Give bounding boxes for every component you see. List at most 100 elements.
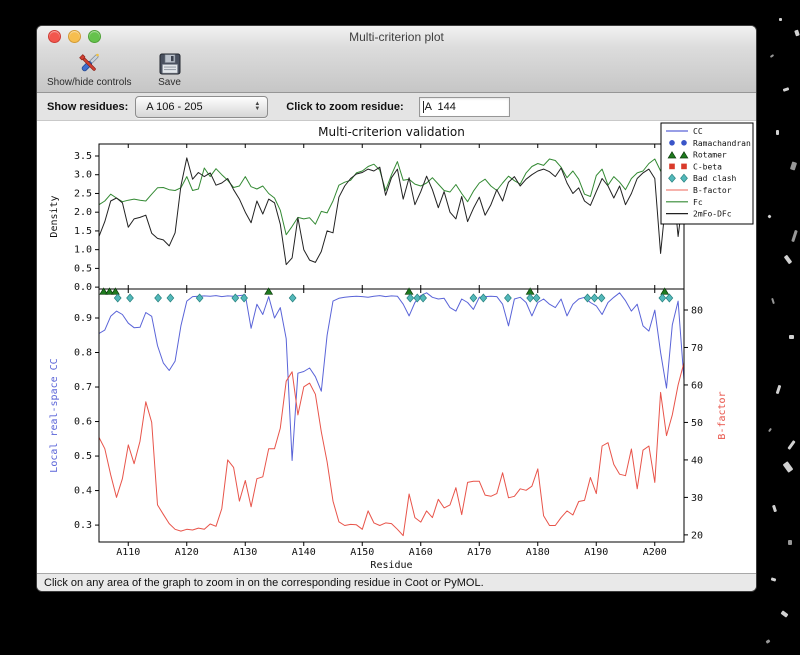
svg-text:A160: A160 (409, 547, 433, 558)
noise-speck (769, 54, 775, 58)
noise-speck (782, 461, 794, 473)
cc-plot-box (98, 288, 685, 543)
svg-text:20: 20 (691, 530, 703, 541)
svg-text:0.5: 0.5 (74, 451, 92, 462)
controls-row: Show residues: A 106 - 205 ▲ ▼ Click to z… (37, 93, 756, 121)
svg-text:Rotamer: Rotamer (693, 151, 727, 160)
show-residues-label: Show residues: (47, 100, 129, 113)
stepper-arrows-icon: ▲ ▼ (254, 100, 261, 112)
svg-text:0.5: 0.5 (74, 263, 92, 274)
save-button[interactable]: Save (158, 50, 182, 88)
svg-text:50: 50 (691, 418, 703, 429)
noise-speck (776, 130, 779, 135)
noise-speck (780, 610, 789, 618)
svg-text:A140: A140 (292, 547, 316, 558)
svg-text:A130: A130 (233, 547, 257, 558)
svg-text:0.6: 0.6 (74, 417, 92, 428)
traffic-lights (48, 30, 101, 43)
validation-plot-figure[interactable]: A110 A120 A130 A140 A150 A160 A170 A180 A190 A200… (37, 121, 756, 573)
axis-ticks (95, 144, 688, 546)
close-button[interactable] (48, 30, 61, 43)
svg-text:0.7: 0.7 (74, 382, 92, 393)
svg-text:A110: A110 (116, 547, 140, 558)
save-icon (158, 50, 182, 77)
svg-text:1.0: 1.0 (74, 245, 92, 256)
noise-speck (789, 161, 798, 171)
density-series (98, 157, 685, 266)
figure-svg: A110 A120 A130 A140 A150 A160 A170 A180 A190 A200… (49, 122, 754, 571)
outlier-markers (99, 287, 674, 303)
svg-text:Fc: Fc (693, 198, 703, 207)
svg-text:0.0: 0.0 (74, 282, 92, 293)
title-bar[interactable]: Multi-criterion plot (37, 26, 756, 48)
svg-text:A200: A200 (643, 547, 667, 558)
svg-text:3.0: 3.0 (74, 170, 92, 181)
legend (660, 122, 754, 225)
noise-speck (789, 335, 794, 339)
svg-text:CC: CC (693, 127, 703, 136)
zoom-residue-label: Click to zoom residue: (286, 100, 404, 113)
svg-text:Bad clash: Bad clash (693, 174, 737, 183)
residue-range-select[interactable]: A 106 - 205 ▲ ▼ (135, 95, 269, 118)
noise-speck (775, 384, 782, 395)
svg-text:2.5: 2.5 (74, 188, 92, 199)
svg-text:0.8: 0.8 (74, 348, 92, 359)
svg-text:1.5: 1.5 (74, 226, 92, 237)
svg-text:Density: Density (49, 195, 60, 237)
noise-speck (765, 639, 771, 644)
tools-icon (76, 50, 103, 77)
noise-speck (787, 440, 796, 450)
toolbar: Show/hide controls Save (37, 48, 756, 93)
svg-text:Ramachandran: Ramachandran (693, 139, 751, 148)
zoom-residue-value: A 144 (424, 100, 456, 113)
status-bar: Click on any area of the graph to zoom i… (37, 573, 756, 591)
density-plot-box (98, 143, 685, 290)
svg-text:80: 80 (691, 305, 703, 316)
save-label: Save (158, 77, 181, 88)
residue-range-value: A 106 - 205 (146, 100, 203, 113)
svg-text:0.4: 0.4 (74, 486, 92, 497)
svg-text:60: 60 (691, 380, 703, 391)
svg-text:B-factor: B-factor (693, 186, 732, 195)
noise-speck (771, 504, 778, 513)
noise-speck (788, 540, 792, 545)
window-title: Multi-criterion plot (349, 30, 444, 44)
svg-text:A180: A180 (526, 547, 550, 558)
noise-speck (783, 254, 793, 265)
svg-text:2.0: 2.0 (74, 207, 92, 218)
multi-criterion-plot-window: Multi-criterion plot (36, 25, 757, 592)
minimize-button[interactable] (68, 30, 81, 43)
svg-text:40: 40 (691, 455, 703, 466)
show-hide-controls-label: Show/hide controls (47, 77, 132, 88)
svg-text:0.9: 0.9 (74, 313, 92, 324)
zoom-residue-input[interactable]: A 144 (418, 96, 510, 117)
svg-text:A150: A150 (350, 547, 374, 558)
noise-speck (770, 577, 777, 582)
svg-text:Local real-space CC: Local real-space CC (49, 358, 60, 472)
noise-speck (779, 18, 782, 21)
noise-speck (768, 427, 772, 433)
svg-text:A120: A120 (175, 547, 199, 558)
svg-text:0.3: 0.3 (74, 520, 92, 531)
text-caret (422, 100, 424, 113)
svg-text:2mFo-DFc: 2mFo-DFc (693, 210, 732, 219)
svg-text:Multi-criterion validation: Multi-criterion validation (318, 125, 465, 139)
svg-text:Residue: Residue (370, 560, 412, 571)
cc-bfactor-series (98, 292, 685, 537)
svg-text:A170: A170 (467, 547, 491, 558)
svg-text:A190: A190 (584, 547, 608, 558)
noise-speck (767, 214, 772, 219)
noise-speck (794, 29, 800, 37)
status-text: Click on any area of the graph to zoom i… (44, 577, 484, 589)
noise-speck (771, 297, 775, 305)
zoom-button[interactable] (88, 30, 101, 43)
svg-text:C-beta: C-beta (693, 162, 722, 171)
svg-text:70: 70 (691, 343, 703, 354)
svg-text:30: 30 (691, 493, 703, 504)
noise-speck (791, 229, 798, 243)
svg-text:B-factor: B-factor (717, 391, 728, 439)
noise-speck (782, 87, 790, 92)
svg-text:3.5: 3.5 (74, 151, 92, 162)
show-hide-controls-button[interactable]: Show/hide controls (47, 50, 132, 88)
